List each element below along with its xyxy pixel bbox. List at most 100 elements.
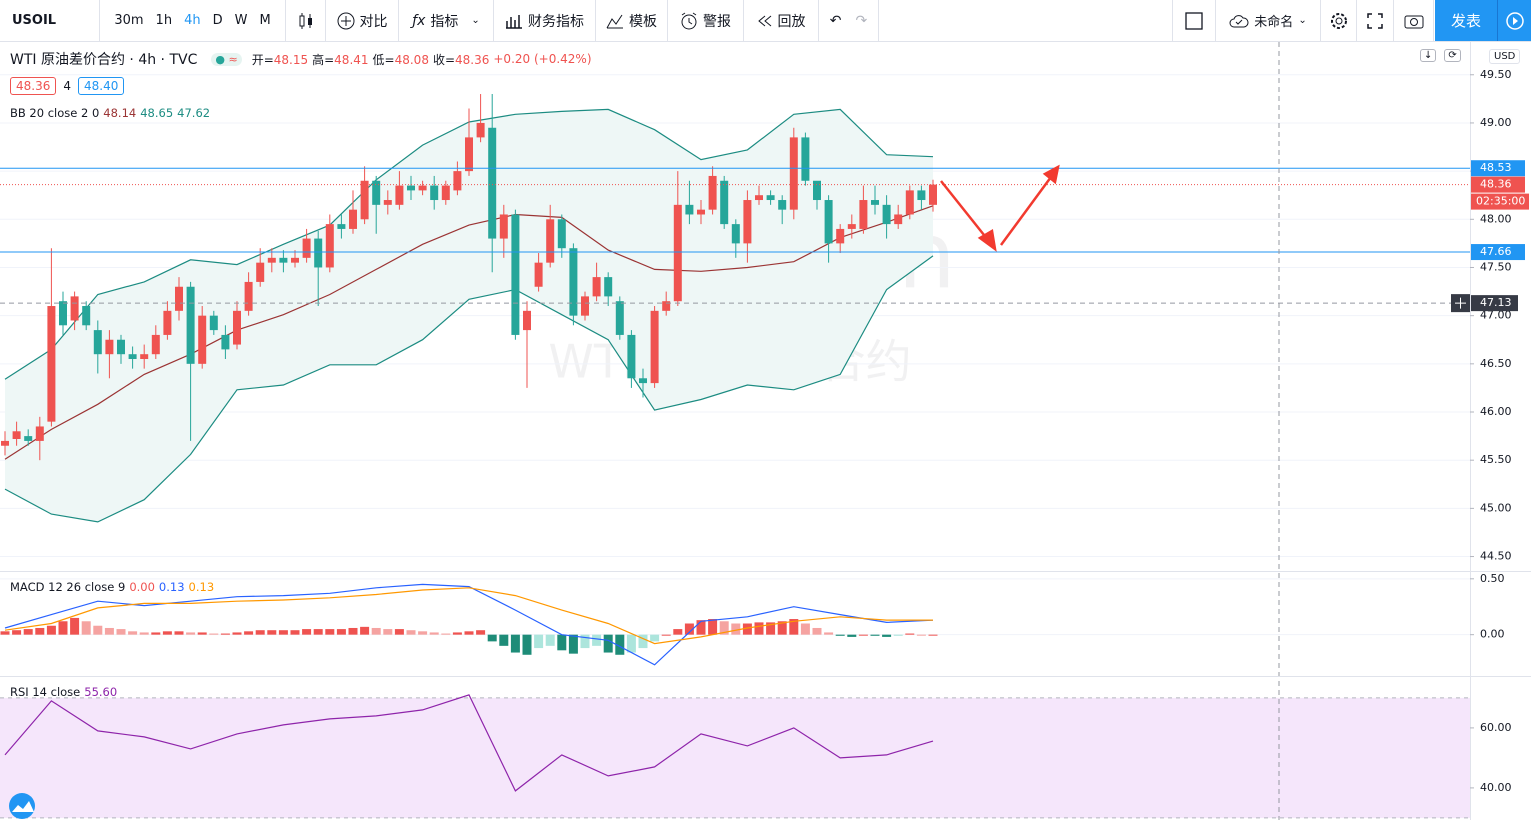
- chart-type-button[interactable]: [286, 0, 326, 41]
- interval-button[interactable]: 4h: [184, 13, 201, 28]
- icon-part: [606, 14, 623, 28]
- macd-histogram-bar: [824, 632, 834, 635]
- macd-legend: MACD 12 26 close 9 0.00 0.13 0.13: [10, 580, 214, 594]
- macd-histogram-bar: [661, 634, 671, 636]
- currency-box: USD: [1489, 49, 1521, 64]
- currency[interactable]: USD: [1489, 49, 1521, 64]
- symbol-search[interactable]: USOIL: [0, 0, 100, 41]
- candle-body: [708, 175, 717, 210]
- macd-histogram-bar: [603, 634, 613, 653]
- macd-histogram-bar: [615, 634, 625, 655]
- layout-button[interactable]: [1172, 0, 1216, 41]
- play-button[interactable]: [1497, 0, 1531, 41]
- interval-button[interactable]: M: [259, 13, 271, 28]
- candle-body: [383, 200, 392, 205]
- candle-body: [859, 200, 868, 229]
- macd-histogram-bar: [70, 617, 80, 635]
- maximize-button[interactable]: ⟳: [1444, 49, 1461, 62]
- candle-body: [778, 200, 787, 210]
- ohlc-label: 收=: [432, 52, 456, 67]
- crosshair-plus: [1455, 297, 1466, 309]
- redo-button[interactable]: ↷: [855, 12, 868, 29]
- level-price-box: [1471, 160, 1525, 177]
- candle-body: [615, 301, 624, 335]
- interval-button[interactable]: 1h: [155, 13, 173, 28]
- ohlc-value: 48.08: [394, 52, 429, 67]
- publish-button[interactable]: 发表: [1435, 0, 1497, 41]
- macd-histogram-bar: [766, 622, 776, 635]
- countdown: 02:35:00: [1476, 195, 1525, 208]
- plus-icon: [337, 12, 354, 29]
- macd-histogram-bar: [244, 631, 254, 635]
- replay-icon: [757, 15, 771, 26]
- macd-histogram-bar: [290, 630, 300, 635]
- interval-button[interactable]: D: [212, 13, 223, 28]
- legend-value: 55.60: [84, 685, 118, 699]
- bb-line: [4, 255, 934, 523]
- ohlc-item: 高=48.41: [312, 51, 368, 68]
- templates-button[interactable]: 模板: [596, 0, 668, 41]
- candle-body: [82, 306, 91, 326]
- bid-price[interactable]: 48.36: [10, 77, 57, 95]
- icon-part: [299, 15, 304, 26]
- macd-histogram-bar: [499, 634, 509, 646]
- macd-histogram-bar: [789, 619, 799, 635]
- candle-body: [163, 310, 172, 335]
- collapse-button[interactable]: ↓: [1420, 49, 1437, 62]
- candle-body: [291, 257, 299, 263]
- compare-button[interactable]: 对比: [326, 0, 399, 41]
- fullscreen-button[interactable]: [1357, 0, 1394, 41]
- save-layout-button[interactable]: 未命名 ⌄: [1216, 0, 1321, 41]
- current-price-label: 48.36: [1480, 178, 1512, 191]
- legend-value: 48.14: [103, 106, 137, 120]
- macd-histogram-bar: [139, 632, 149, 635]
- indicators-button[interactable]: ƒx 指标 ⌄: [399, 0, 494, 41]
- macd-histogram-bar: [371, 627, 381, 635]
- replay-button[interactable]: 回放: [744, 0, 819, 41]
- icon-part: [681, 12, 697, 24]
- candle-body: [929, 184, 937, 205]
- level-price-label: 48.53: [1480, 161, 1512, 174]
- candle-body: [267, 257, 276, 263]
- macd-histogram-bar: [23, 629, 33, 635]
- macd-histogram-bar: [197, 632, 207, 635]
- macd-histogram-bar: [267, 630, 277, 635]
- candle-body: [117, 339, 125, 355]
- y-tick-label: 0.00: [1480, 628, 1505, 641]
- candle-body: [93, 330, 102, 355]
- square-icon: [1185, 11, 1203, 30]
- candle-body: [813, 180, 821, 201]
- main-legend: WTI 原油差价合约 · 4h · TVC ● ≈ 开=48.15 高=48.41…: [10, 49, 592, 69]
- macd-histogram-bar: [626, 634, 636, 653]
- bb-line: [4, 205, 934, 460]
- snapshot-button[interactable]: [1394, 0, 1434, 41]
- candle-body: [325, 224, 334, 268]
- candle-body: [894, 214, 903, 225]
- logo[interactable]: [9, 793, 35, 819]
- alert-button[interactable]: 警报: [668, 0, 744, 41]
- icon-part: [337, 12, 354, 29]
- interval-button[interactable]: 30m: [114, 13, 144, 28]
- candle-body: [70, 296, 79, 321]
- macd-histogram-bar: [545, 634, 555, 646]
- status-badge[interactable]: ● ≈: [211, 52, 242, 66]
- macd-histogram-bar: [684, 623, 694, 635]
- candle-body: [12, 431, 21, 439]
- chevron: ⌄: [471, 15, 480, 26]
- legend-value: 47.62: [177, 106, 211, 120]
- undo-redo: ↶ ↷: [819, 0, 879, 41]
- macd-histogram-bar: [464, 631, 474, 635]
- macd-histogram-bar: [406, 630, 416, 635]
- ask-price[interactable]: 48.40: [78, 77, 125, 95]
- settings-button[interactable]: [1321, 0, 1357, 41]
- undo-button[interactable]: ↶: [829, 12, 842, 29]
- candle-body: [789, 137, 798, 210]
- macd-histogram-bar: [255, 630, 265, 635]
- financials-button[interactable]: 财务指标: [494, 0, 596, 41]
- macd-histogram-bar: [580, 634, 590, 649]
- macd-histogram-bar: [568, 634, 578, 654]
- ohlc-values: 开=48.15 高=48.41 低=48.08 收=48.36: [252, 51, 490, 68]
- candle-body: [233, 310, 241, 345]
- interval-button[interactable]: W: [234, 13, 248, 28]
